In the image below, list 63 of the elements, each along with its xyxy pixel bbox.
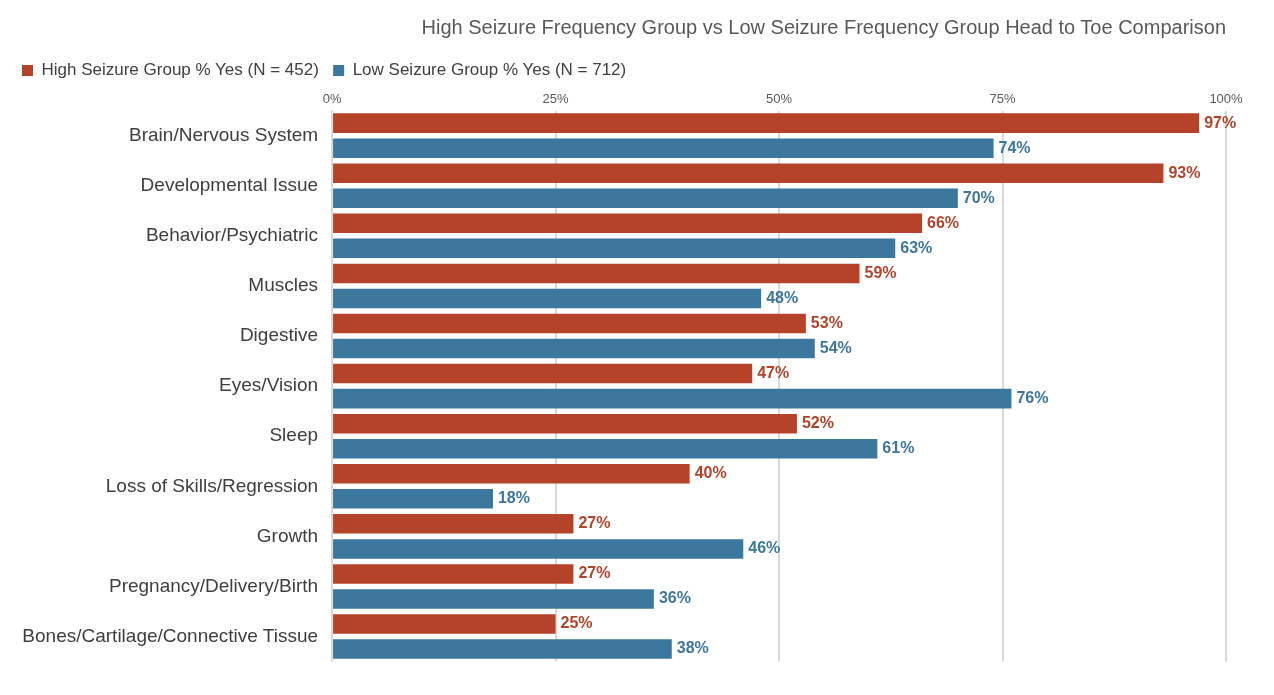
y-tick-label: Brain/Nervous System bbox=[129, 123, 319, 145]
data-label: 40% bbox=[694, 464, 727, 482]
chart-title: High Seizure Frequency Group vs Low Seizure Frequency Group Head to Toe Comparison bbox=[421, 15, 1226, 38]
x-tick-label: 75% bbox=[989, 91, 1016, 107]
data-label: 74% bbox=[998, 138, 1031, 156]
data-label: 76% bbox=[1016, 389, 1049, 407]
data-label: 70% bbox=[962, 188, 995, 206]
bar bbox=[333, 589, 654, 609]
bar bbox=[333, 514, 574, 534]
data-label: 27% bbox=[578, 514, 611, 532]
y-tick-label: Muscles bbox=[248, 274, 319, 296]
x-tick-label: 25% bbox=[542, 91, 569, 107]
x-tick-label: 100% bbox=[1209, 91, 1244, 107]
data-label: 46% bbox=[748, 539, 781, 557]
data-label: 36% bbox=[658, 589, 691, 607]
bar bbox=[333, 238, 896, 259]
bar bbox=[333, 539, 744, 559]
data-label: 25% bbox=[560, 614, 593, 632]
bar bbox=[333, 188, 958, 209]
x-tick-label: 0% bbox=[322, 91, 342, 107]
bar bbox=[333, 489, 493, 509]
data-label: 27% bbox=[578, 564, 611, 582]
y-tick-label: Digestive bbox=[239, 324, 319, 346]
legend-label: Low Seizure Group % Yes (N = 712) bbox=[352, 60, 627, 80]
data-label: 63% bbox=[900, 238, 933, 256]
data-label: 97% bbox=[1204, 113, 1237, 131]
bar bbox=[333, 313, 806, 334]
data-label: 48% bbox=[766, 288, 799, 306]
x-tick-label: 50% bbox=[766, 91, 793, 107]
bar bbox=[333, 639, 672, 659]
bar bbox=[333, 438, 878, 459]
y-tick-label: Eyes/Vision bbox=[219, 374, 319, 396]
bar bbox=[333, 614, 556, 634]
y-tick-label: Behavior/Psychiatric bbox=[145, 224, 319, 246]
data-label: 53% bbox=[810, 313, 843, 331]
y-tick-label: Developmental Issue bbox=[140, 173, 319, 195]
bar bbox=[333, 213, 923, 234]
data-label: 61% bbox=[882, 439, 915, 457]
data-label: 47% bbox=[757, 363, 790, 381]
y-tick-label: Pregnancy/Delivery/Birth bbox=[108, 574, 319, 596]
bar bbox=[333, 388, 1012, 409]
bar bbox=[333, 113, 1200, 133]
data-label: 59% bbox=[864, 263, 897, 281]
bar bbox=[333, 363, 753, 384]
bar bbox=[333, 338, 815, 359]
data-label: 18% bbox=[497, 489, 530, 507]
bar bbox=[333, 413, 797, 434]
y-tick-label: Growth bbox=[256, 524, 319, 546]
bar bbox=[333, 288, 762, 309]
y-tick-label: Sleep bbox=[269, 424, 319, 446]
y-tick-label: Loss of Skills/Regression bbox=[105, 474, 319, 496]
data-label: 66% bbox=[927, 213, 960, 231]
data-label: 93% bbox=[1168, 163, 1201, 181]
data-label: 38% bbox=[676, 639, 709, 657]
data-label: 52% bbox=[801, 414, 834, 432]
legend-label: High Seizure Group % Yes (N = 452) bbox=[41, 60, 319, 80]
bar bbox=[333, 263, 860, 284]
data-label: 54% bbox=[819, 338, 852, 356]
bar bbox=[333, 138, 994, 158]
bar bbox=[333, 463, 690, 484]
bar bbox=[333, 564, 574, 584]
bar bbox=[333, 163, 1164, 183]
y-tick-label: Bones/Cartilage/Connective Tissue bbox=[22, 624, 319, 646]
